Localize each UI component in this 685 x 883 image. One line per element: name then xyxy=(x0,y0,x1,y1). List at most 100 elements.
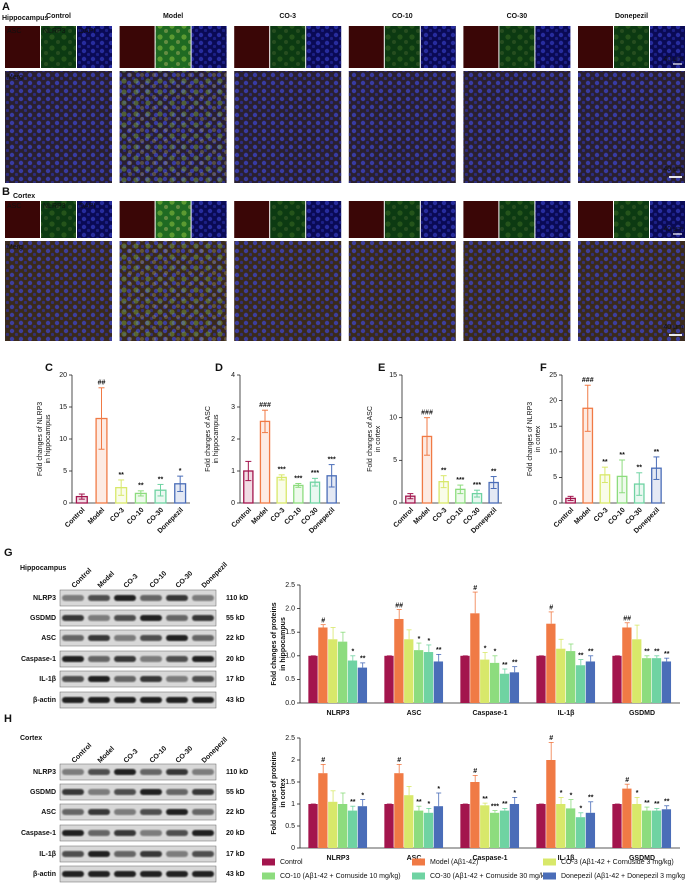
channel-texture xyxy=(41,201,76,238)
significance: ** xyxy=(602,459,608,466)
significance: * xyxy=(437,786,440,793)
blot-strip xyxy=(59,629,217,647)
blot-band xyxy=(114,809,136,815)
y-tick-label: 5 xyxy=(63,468,67,475)
blot-band xyxy=(140,697,162,703)
blot-band xyxy=(62,656,84,662)
bar xyxy=(546,760,556,848)
significance: ** xyxy=(664,799,670,806)
panel-letter: B xyxy=(2,186,10,198)
chart-letter: F xyxy=(540,362,547,374)
channel-texture xyxy=(384,26,420,68)
significance: ** xyxy=(502,801,508,808)
blot-band xyxy=(140,769,162,775)
significance: * xyxy=(494,649,497,656)
channel-image xyxy=(463,26,499,68)
bar xyxy=(318,773,328,848)
y-tick-label: 1 xyxy=(291,801,295,808)
protein-size: 110 kD xyxy=(226,769,248,776)
blot-band xyxy=(166,635,188,641)
channel-image xyxy=(578,201,613,238)
bar xyxy=(480,805,490,848)
bar xyxy=(276,476,287,504)
significance: *** xyxy=(491,803,499,810)
bar xyxy=(622,627,632,703)
bar xyxy=(423,812,434,848)
chart-letter: C xyxy=(45,362,53,374)
x-tick-label: ASC xyxy=(407,855,422,862)
legend-label: Model (Aβ1-42) xyxy=(430,859,478,866)
blot-strip xyxy=(59,609,217,627)
blot-strip xyxy=(59,783,217,801)
bar xyxy=(404,795,414,848)
significance: ** xyxy=(491,468,497,475)
blot-band xyxy=(166,697,188,703)
legend-label: CO-30 (Aβ1-42 + Cornuside 30 mg/kg) xyxy=(430,873,551,880)
panel-region: Hippocampus xyxy=(2,15,48,22)
x-tick-label: CO-10 xyxy=(126,507,146,527)
y-tick-label: 0.5 xyxy=(285,676,295,683)
blot-band xyxy=(140,615,162,621)
channel-label: DAPI xyxy=(79,203,95,210)
protein-name: β-actin xyxy=(33,697,56,704)
legend-swatch xyxy=(543,872,556,880)
bar xyxy=(423,652,434,703)
y-tick-label: 2 xyxy=(291,757,295,764)
channel-texture xyxy=(41,26,76,68)
significance: ** xyxy=(654,649,660,656)
bar xyxy=(536,655,546,703)
blot-band xyxy=(140,871,162,877)
bar xyxy=(661,809,672,848)
channel-image xyxy=(348,201,384,238)
channel-texture xyxy=(306,26,342,68)
bar xyxy=(556,804,566,848)
merge-texture xyxy=(234,71,342,183)
channel-label: DAPI xyxy=(79,28,95,35)
protein-name: ASC xyxy=(41,809,56,816)
bar xyxy=(433,661,444,703)
bar xyxy=(384,655,394,703)
channel-image xyxy=(5,26,40,68)
group-label: CO-30 xyxy=(507,13,528,20)
y-axis-label: in hippocampus xyxy=(45,414,52,464)
blot-band xyxy=(62,789,84,795)
protein-size: 17 kD xyxy=(226,676,245,683)
bar xyxy=(585,661,596,703)
y-axis-label: in hippocampus xyxy=(213,414,220,464)
x-tick-label: IL-1β xyxy=(558,855,575,862)
blot-band xyxy=(114,871,136,877)
bar xyxy=(612,655,622,703)
channel-texture xyxy=(650,26,685,68)
channel-image xyxy=(578,26,613,68)
y-tick-label: 2.0 xyxy=(285,605,295,612)
blot-band xyxy=(88,851,110,857)
protein-name: NLRP3 xyxy=(33,769,56,776)
panel-letter: H xyxy=(4,713,12,725)
protein-size: 20 kD xyxy=(226,656,245,663)
significance: *** xyxy=(456,477,464,484)
protein-name: GSDMD xyxy=(30,615,56,622)
channel-image xyxy=(5,201,40,238)
merge-texture xyxy=(578,71,685,183)
bar xyxy=(414,810,424,848)
bar xyxy=(308,655,318,703)
lane-label: CO-10 xyxy=(149,745,169,765)
blot-band xyxy=(88,676,110,682)
group-label: Control xyxy=(46,13,71,20)
group-label: Model xyxy=(163,13,183,20)
blot-band xyxy=(192,595,214,601)
merge-label: Merg xyxy=(7,74,23,81)
channel-texture xyxy=(499,26,535,68)
legend-swatch xyxy=(412,872,425,880)
bar xyxy=(308,804,318,848)
y-axis-label: Fold changes of NLRP3 xyxy=(37,402,44,476)
bar xyxy=(499,673,510,703)
group-label: CO-3 xyxy=(279,13,296,20)
y-tick-label: 0.5 xyxy=(285,823,295,830)
significance: ** xyxy=(512,659,518,666)
blot-strip xyxy=(59,803,217,821)
significance: * xyxy=(513,790,516,797)
legend-swatch xyxy=(412,858,425,866)
significance: ** xyxy=(644,649,650,656)
